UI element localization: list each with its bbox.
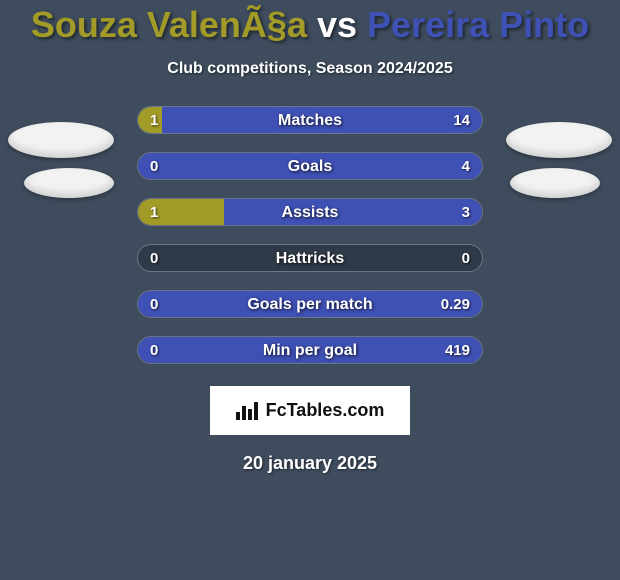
player2-club-badge-secondary (510, 168, 600, 198)
stat-label: Min per goal (138, 337, 482, 364)
stat-row: 114Matches (137, 106, 483, 134)
brand-box: FcTables.com (210, 386, 411, 435)
subtitle: Club competitions, Season 2024/2025 (0, 60, 620, 78)
stat-label: Assists (138, 199, 482, 226)
stat-row: 0419Min per goal (137, 336, 483, 364)
stat-row: 00Hattricks (137, 244, 483, 272)
stats-card: Souza ValenÃ§a vs Pereira Pinto Club com… (0, 0, 620, 580)
comparison-title: Souza ValenÃ§a vs Pereira Pinto (0, 4, 620, 46)
stat-rows: 114Matches 04Goals 13Assists 00Hattricks 00.… (137, 106, 483, 364)
player2-club-badge (506, 122, 612, 158)
stat-label: Goals per match (138, 291, 482, 318)
stat-label: Goals (138, 153, 482, 180)
player1-name: Souza ValenÃ§a (31, 4, 307, 45)
player1-club-badge (8, 122, 114, 158)
brand-text: FcTables.com (266, 400, 385, 421)
player1-club-badge-secondary (24, 168, 114, 198)
stat-label: Matches (138, 107, 482, 134)
vs-separator: vs (317, 4, 357, 45)
stat-row: 13Assists (137, 198, 483, 226)
stat-row: 04Goals (137, 152, 483, 180)
bar-chart-icon (236, 402, 258, 420)
stat-row: 00.29Goals per match (137, 290, 483, 318)
player2-name: Pereira Pinto (367, 4, 589, 45)
stat-label: Hattricks (138, 245, 482, 272)
date: 20 january 2025 (0, 453, 620, 474)
